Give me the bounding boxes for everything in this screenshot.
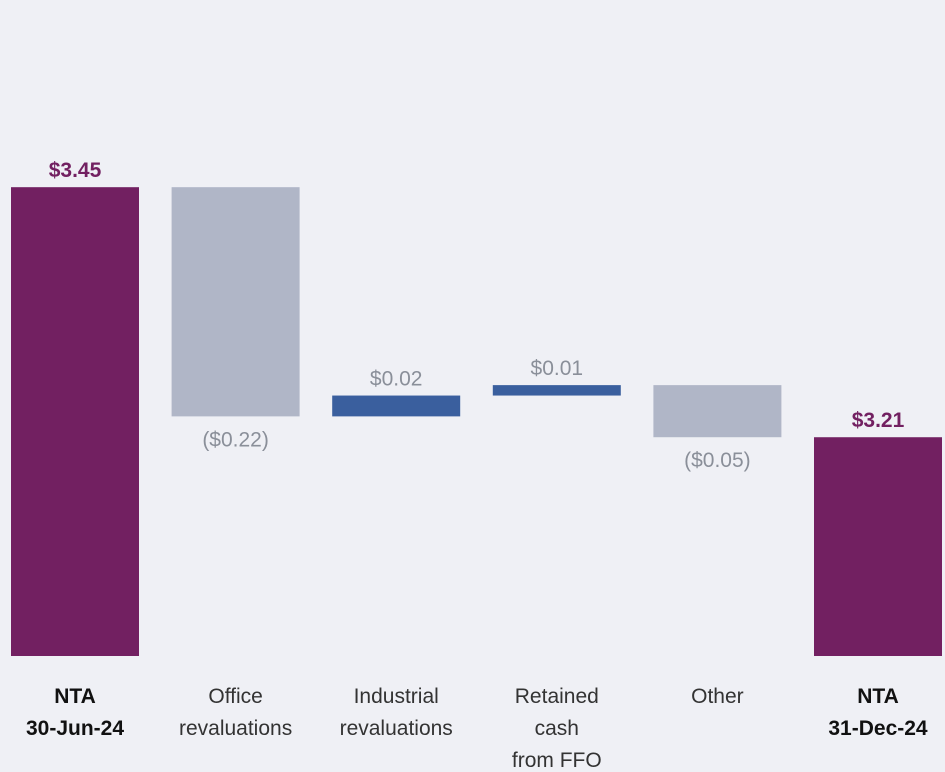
x-tick-label: 30-Jun-24: [26, 717, 124, 740]
bar: [653, 385, 782, 438]
x-tick-label: Retained: [515, 685, 599, 708]
value-label: ($0.05): [684, 449, 751, 472]
bar: [492, 385, 621, 396]
value-label: $0.01: [531, 357, 584, 380]
bar: [332, 395, 461, 417]
x-tick-label: Other: [691, 685, 744, 708]
x-tick-label: revaluations: [340, 717, 453, 740]
bar: [11, 187, 139, 656]
x-tick-label: Industrial: [354, 685, 439, 708]
x-tick-label: revaluations: [179, 717, 292, 740]
bar: [814, 437, 942, 656]
value-label: ($0.22): [202, 428, 269, 451]
value-label: $3.45: [49, 159, 102, 182]
bar: [171, 187, 300, 417]
value-label: $3.21: [852, 409, 905, 432]
x-tick-label: cash: [535, 717, 579, 740]
x-tick-label: from FFO: [512, 749, 602, 772]
x-tick-label: 31-Dec-24: [828, 717, 928, 740]
x-tick-label: Office: [208, 685, 262, 708]
x-tick-label: NTA: [54, 685, 96, 708]
x-tick-label: NTA: [857, 685, 899, 708]
value-label: $0.02: [370, 368, 423, 391]
